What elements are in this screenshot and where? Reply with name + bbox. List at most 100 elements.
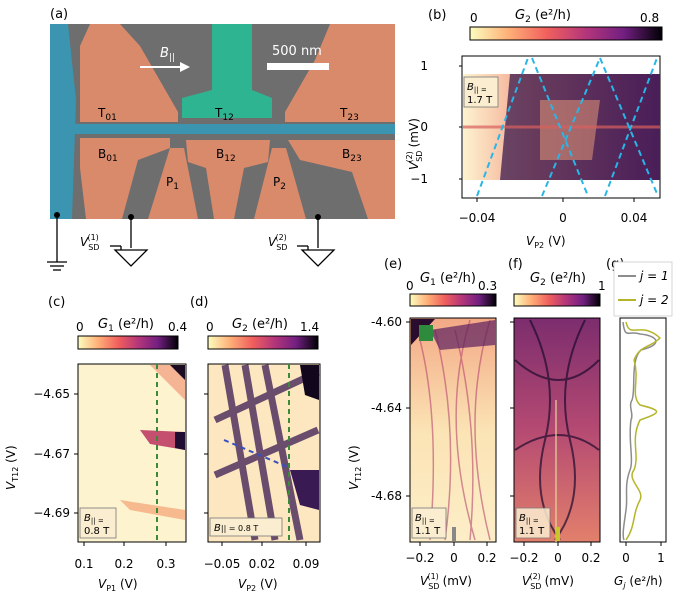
g-xtick: 0	[622, 551, 630, 565]
plot-frame-g	[619, 317, 667, 543]
label-vsd2: VSD(2)	[268, 233, 287, 252]
g-xtick: 1	[657, 551, 665, 565]
heatmap-c-feature	[140, 430, 185, 450]
c-ytick: −4.69	[33, 506, 70, 520]
colorbar-e	[409, 293, 497, 307]
panel-f-letter: (f)	[508, 257, 523, 272]
cbar-b-max: 0.8	[640, 11, 659, 25]
colorbar-c	[77, 335, 179, 350]
e-grey-marker	[452, 527, 456, 541]
cbar-c-max: 0.4	[168, 320, 187, 334]
e-ytick: -4.64	[371, 401, 402, 415]
heatmap-d-dark	[290, 470, 319, 510]
panel-b-letter: (b)	[428, 8, 446, 23]
c-ytick: −4.67	[33, 447, 70, 461]
d-xlabel: VP2 (V)	[238, 577, 278, 593]
e-ytick: -4.60	[371, 315, 402, 329]
b-ytick: 0	[420, 120, 428, 134]
contact-dot	[54, 212, 60, 218]
c-ytick: −4.65	[33, 387, 70, 401]
d-xtick: 0.02	[249, 557, 276, 571]
scale-bar	[267, 63, 329, 70]
label-vsd1: VSD(1)	[80, 233, 99, 252]
gate-t12	[182, 24, 272, 118]
d-annot-box	[209, 517, 283, 537]
e-xtick: 0.2	[477, 551, 496, 565]
heatmap-c-feature	[170, 365, 185, 380]
cbar-b-title: G2 (e²/h)	[515, 8, 571, 25]
label-b01: B01	[98, 147, 118, 164]
gate-p1	[148, 148, 198, 219]
gate-b01	[80, 138, 170, 219]
heatmap-c-feature	[175, 432, 185, 450]
cbar-f-max: 1	[598, 279, 606, 293]
c-annot: B|| = 0.8 T	[84, 513, 110, 537]
g-trace-j1	[622, 321, 657, 541]
cbar-e-max: 0.3	[478, 279, 497, 293]
g-legend-j2: j = 2	[638, 293, 669, 307]
nanowire	[68, 124, 395, 134]
label-t23: T23	[339, 106, 359, 123]
cbar-d-min: 0	[206, 320, 214, 334]
e-green-marker	[419, 325, 433, 341]
gate-t01	[80, 24, 178, 122]
colorbar-b	[469, 26, 663, 41]
g-trace-j2	[625, 321, 662, 541]
e-ytick: -4.68	[371, 489, 402, 503]
b-xlabel: VP2 (V)	[526, 234, 566, 250]
panel-a-letter: (a)	[50, 7, 68, 22]
panel-d: (d) G2 (e²/h) 0 1.4 −0.05 0.02 0.09 VP2 …	[190, 295, 321, 593]
cbar-e-min: 0	[406, 279, 414, 293]
f-yellow-marker	[556, 527, 560, 541]
heatmap-c-feature	[120, 500, 185, 520]
g-legend-j1: j = 1	[638, 269, 669, 283]
b-ytick: −1	[410, 172, 428, 186]
label-p1: P1	[166, 175, 179, 192]
colorbar-f	[513, 293, 601, 307]
f-xtick: 0.2	[581, 551, 600, 565]
circuit	[47, 215, 336, 271]
b-xtick: −0.04	[459, 211, 496, 225]
heatmap-e-dark	[430, 320, 495, 350]
panel-c: (c) G1 (e²/h) 0 0.4 −4.65 −4.67 −4.69 0.…	[4, 295, 187, 593]
label-t01: T01	[97, 106, 117, 123]
b-field-arrowhead	[180, 62, 190, 72]
panel-b: (b) G2 (e²/h) 0 0.8 1 0 −1 −0.04 0 0.04	[405, 8, 663, 250]
lead-left	[50, 24, 76, 219]
f-xtick: 0	[554, 551, 562, 565]
e-xtick: 0	[450, 551, 458, 565]
g-legend	[613, 261, 673, 317]
cbar-c-min: 0	[76, 320, 84, 334]
f-xtick: −0.2	[509, 551, 538, 565]
d-xtick: −0.05	[204, 557, 241, 571]
coulomb-diamond-lines	[476, 57, 659, 197]
cbar-f-title: G2 (e²/h)	[530, 271, 586, 288]
c-xtick: 0.1	[74, 557, 93, 571]
e-annot: B|| = 1.1 T	[415, 513, 441, 537]
gate-p2	[254, 148, 306, 219]
d-blue-dashed	[223, 439, 291, 469]
g-xlabel: Gj (e²/h)	[614, 574, 663, 590]
scale-bar-label: 500 nm	[272, 44, 322, 59]
colorbar-d	[207, 335, 319, 350]
panel-d-letter: (d)	[190, 295, 208, 310]
gate-b23	[288, 140, 395, 219]
c-ylabel: VT12 (V)	[4, 445, 20, 490]
b-ytick: 1	[420, 59, 428, 73]
c-xlabel: VP1 (V)	[98, 577, 138, 593]
heatmap-d-lines	[213, 364, 320, 541]
heatmap-c-feature	[150, 365, 185, 400]
contact-dot	[315, 214, 321, 220]
f-xlabel: VSD(2) (mV)	[522, 572, 574, 591]
c-annot-box	[79, 507, 117, 539]
panel-e-letter: (e)	[384, 257, 402, 272]
e-xtick: −0.2	[405, 551, 434, 565]
b-annot: B|| = 1.7 T	[467, 82, 493, 106]
e-xlabel: VSD(1) (mV)	[420, 572, 472, 591]
heatmap-d-dark	[300, 365, 319, 400]
contact-dot	[128, 214, 134, 220]
label-b12: B12	[216, 147, 236, 164]
panel-g: (g) j = 1 j = 2 0 1 Gj (e²/h)	[606, 257, 673, 590]
cbar-d-title: G2 (e²/h)	[232, 317, 288, 334]
